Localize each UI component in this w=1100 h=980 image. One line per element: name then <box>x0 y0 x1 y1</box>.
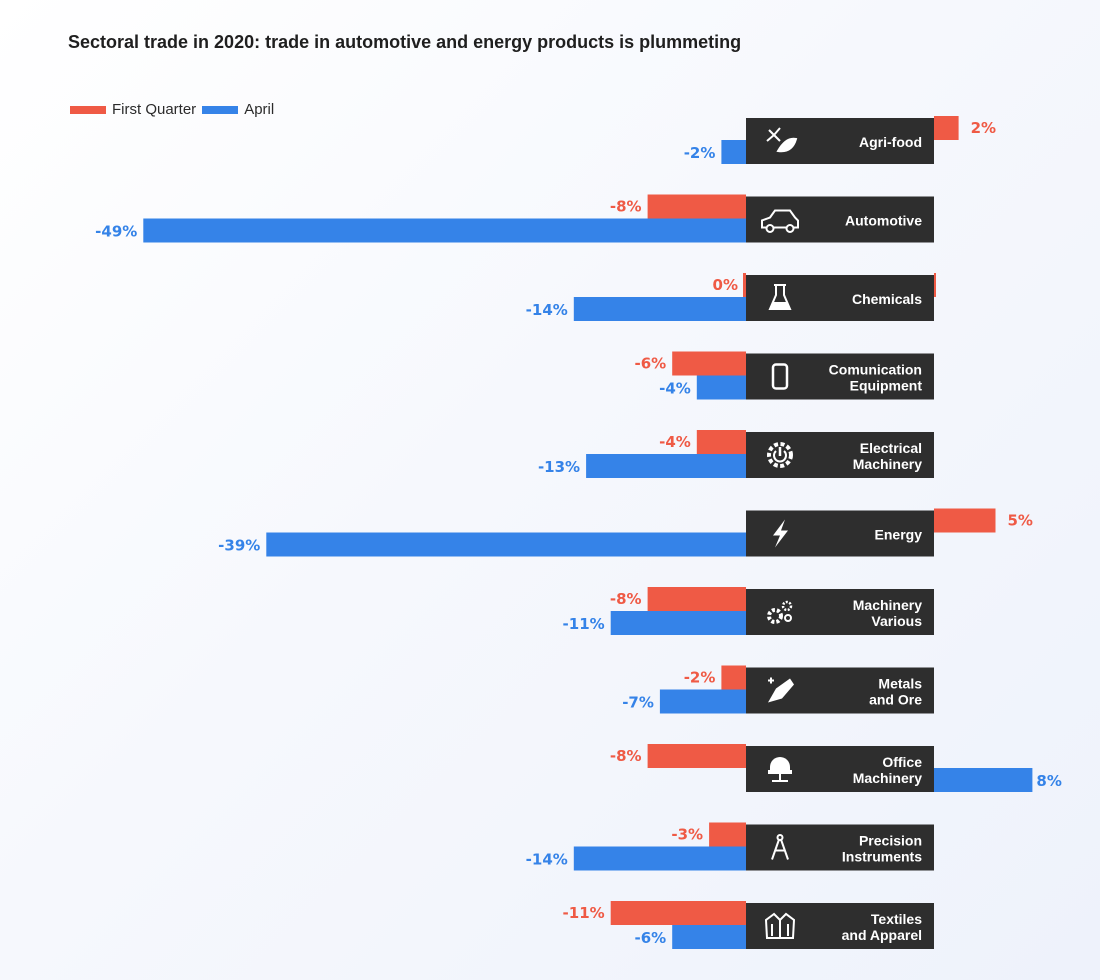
category-label-line: Machinery <box>853 770 922 786</box>
category-label-line: Machinery <box>853 456 922 472</box>
value-label-first-quarter-agri-food: 2% <box>971 119 996 137</box>
category-label-line: Textiles <box>871 911 922 927</box>
category-label-line: Various <box>871 613 922 629</box>
category-label-line: Instruments <box>842 849 922 865</box>
category-label-line: and Ore <box>869 692 922 708</box>
power-gear-icon <box>767 442 793 468</box>
bar-april-automotive <box>143 218 747 243</box>
category-label-line: Equipment <box>850 378 923 394</box>
car-icon <box>761 209 799 233</box>
category-label-agri-food: Agri-food <box>859 134 922 150</box>
value-label-first-quarter-office-machinery: -8% <box>610 747 642 765</box>
phone-icon <box>771 363 789 390</box>
value-label-april-comunication-equipment: -4% <box>659 380 691 398</box>
bar-april-machinery-various <box>610 611 746 635</box>
category-label-automotive: Automotive <box>845 213 922 229</box>
metal-bar-icon <box>768 677 794 703</box>
category-label-chemicals: Chemicals <box>852 291 922 307</box>
gears-icon <box>767 600 793 624</box>
category-label-energy: Energy <box>875 527 923 543</box>
bar-april-comunication-equipment <box>696 375 746 400</box>
value-label-april-agri-food: -2% <box>684 144 716 162</box>
flask-icon <box>768 284 792 310</box>
category-box-precision-instruments <box>746 824 934 871</box>
category-label-textiles-and-apparel: Textiles and Apparel <box>842 911 923 943</box>
value-label-first-quarter-chemicals: 0% <box>713 276 738 294</box>
chart-title: Sectoral trade in 2020: trade in automot… <box>68 32 742 52</box>
bar-first-quarter-metals-and-ore <box>721 665 746 690</box>
category-box-agri-food <box>746 118 934 164</box>
value-label-april-metals-and-ore: -7% <box>622 694 654 712</box>
value-label-april-energy: -39% <box>218 537 260 555</box>
bar-first-quarter-chemicals <box>934 273 936 297</box>
bar-first-quarter-automotive <box>647 194 746 219</box>
shirt-icon <box>764 912 796 939</box>
legend-label-first-quarter: First Quarter <box>112 101 197 118</box>
legend-label-april: April <box>244 101 275 118</box>
legend-item-first-quarter: First Quarter <box>70 101 196 118</box>
value-label-first-quarter-automotive: -8% <box>610 198 642 216</box>
legend-swatch-april <box>202 105 239 114</box>
lightning-icon <box>773 519 788 548</box>
bar-first-quarter-machinery-various <box>647 587 746 611</box>
value-label-first-quarter-electrical-machinery: -4% <box>659 433 691 451</box>
bar-first-quarter-textiles-and-apparel <box>610 901 746 925</box>
category-label-comunication-equipment: Comunication Equipment <box>829 362 923 394</box>
bar-april-chemicals <box>573 297 746 321</box>
bar-april-textiles-and-apparel <box>672 925 746 949</box>
category-label-precision-instruments: Precision Instruments <box>842 833 922 865</box>
compass-icon <box>771 834 789 860</box>
category-label-line: Office <box>882 754 922 770</box>
bar-april-precision-instruments <box>573 846 746 871</box>
category-label-line: Machinery <box>853 597 922 613</box>
value-label-april-machinery-various: -11% <box>563 615 605 633</box>
category-box-chemicals <box>746 275 934 321</box>
category-box-comunication-equipment <box>746 353 934 400</box>
category-box-automotive <box>746 196 934 243</box>
bar-first-quarter-comunication-equipment <box>672 351 746 376</box>
category-label-office-machinery: Office Machinery <box>853 754 922 786</box>
category-box-textiles-and-apparel <box>746 903 934 949</box>
category-label-metals-and-ore: Metals and Ore <box>869 676 922 708</box>
value-label-april-electrical-machinery: -13% <box>538 458 580 476</box>
bar-first-quarter-precision-instruments <box>709 822 746 847</box>
value-label-first-quarter-precision-instruments: -3% <box>671 826 703 844</box>
value-label-april-precision-instruments: -14% <box>526 851 568 869</box>
legend-swatch-first-quarter <box>70 105 106 114</box>
value-label-first-quarter-textiles-and-apparel: -11% <box>563 904 605 922</box>
agri-food-icon <box>766 127 798 153</box>
bar-first-quarter-electrical-machinery <box>696 430 746 454</box>
legend-item-april: April <box>202 101 274 118</box>
value-label-april-textiles-and-apparel: -6% <box>634 929 666 947</box>
value-label-first-quarter-comunication-equipment: -6% <box>634 355 666 373</box>
bar-april-agri-food <box>721 140 746 164</box>
value-label-first-quarter-energy: 5% <box>1008 512 1033 530</box>
bar-april-energy <box>266 532 746 557</box>
legend: First Quarter April <box>70 101 280 118</box>
category-label-line: Precision <box>859 833 922 849</box>
category-box-electrical-machinery <box>746 432 934 478</box>
category-label-machinery-various: Machinery Various <box>853 597 922 629</box>
value-label-first-quarter-machinery-various: -8% <box>610 590 642 608</box>
category-label-line: Electrical <box>860 440 922 456</box>
bar-april-electrical-machinery <box>586 454 746 478</box>
bar-april-office-machinery <box>934 768 1033 792</box>
category-label-line: and Apparel <box>842 927 922 943</box>
bar-first-quarter-office-machinery <box>647 744 746 768</box>
value-label-april-automotive: -49% <box>95 223 137 241</box>
bar-first-quarter-chemicals <box>743 273 746 297</box>
bar-april-metals-and-ore <box>659 689 746 714</box>
value-label-april-office-machinery: 8% <box>1036 772 1061 790</box>
category-label-line: Comunication <box>829 362 922 378</box>
bar-first-quarter-agri-food <box>934 116 959 140</box>
bar-first-quarter-energy <box>934 508 996 533</box>
office-chair-icon <box>768 757 792 782</box>
category-label-line: Metals <box>878 676 922 692</box>
value-label-april-chemicals: -14% <box>526 301 568 319</box>
category-label-electrical-machinery: Electrical Machinery <box>853 440 922 472</box>
value-label-first-quarter-metals-and-ore: -2% <box>684 669 716 687</box>
